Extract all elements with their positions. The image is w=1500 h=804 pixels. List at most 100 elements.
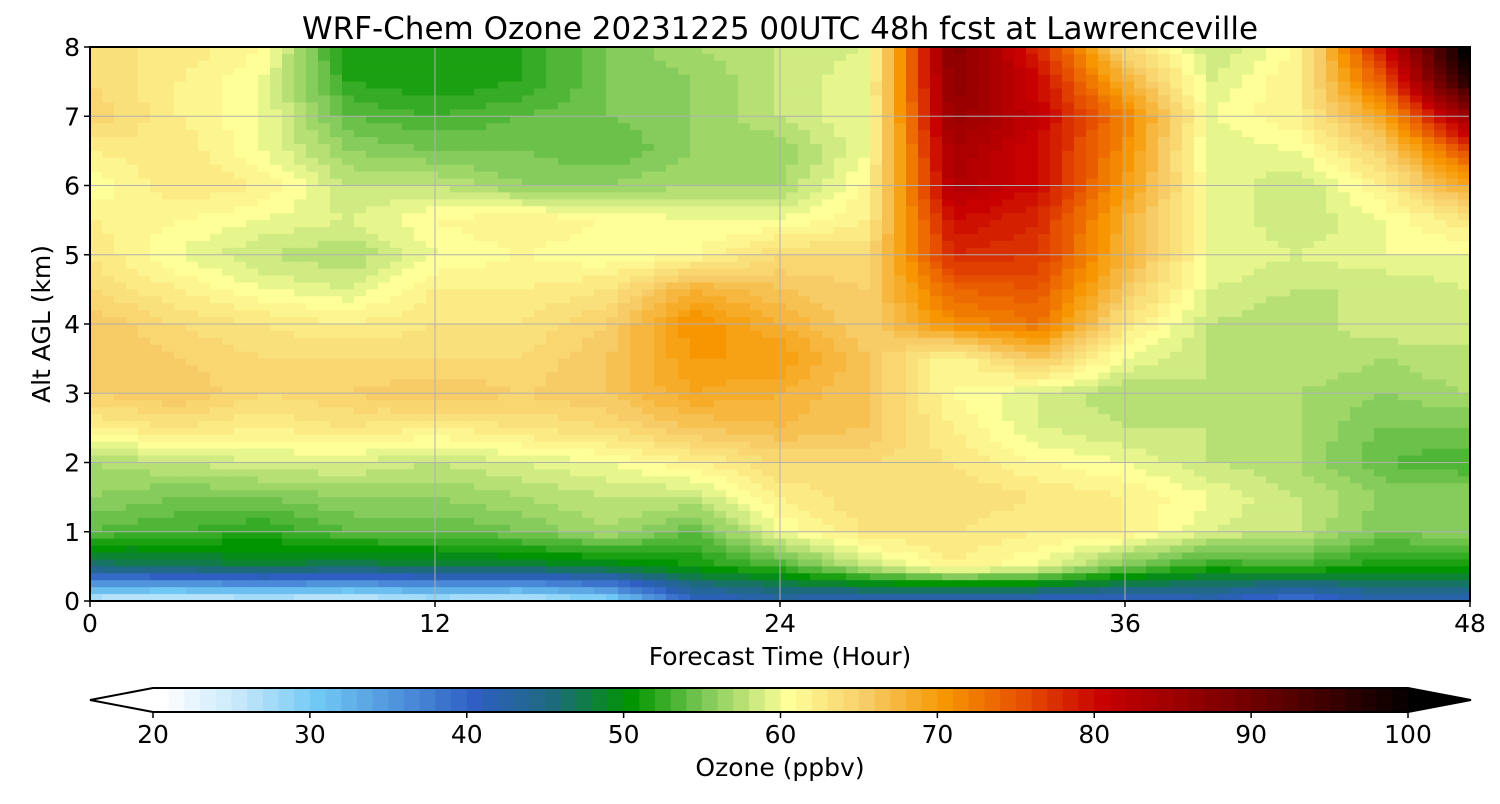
contour-cell (126, 150, 139, 159)
contour-cell (306, 81, 319, 90)
contour-cell (306, 150, 319, 159)
contour-cell (474, 60, 487, 69)
contour-cell (810, 282, 823, 290)
contour-cell (738, 296, 751, 304)
contour-cell (786, 227, 799, 235)
contour-cell (942, 199, 955, 207)
contour-cell (1302, 206, 1315, 214)
contour-cell (390, 282, 403, 290)
contour-cell (462, 53, 475, 62)
contour-cell (630, 310, 643, 318)
contour-cell (858, 261, 871, 270)
contour-cell (222, 337, 235, 346)
contour-cell (594, 289, 607, 297)
contour-cell (438, 164, 451, 173)
contour-cell (1062, 240, 1075, 249)
contour-cell (1074, 143, 1087, 152)
contour-cell (414, 95, 427, 103)
contour-cell (342, 81, 355, 90)
contour-cell (678, 81, 691, 90)
contour-cell (1194, 324, 1207, 332)
contour-cell (798, 330, 811, 339)
contour-cell (786, 102, 799, 110)
contour-cell (450, 275, 463, 284)
contour-cell (558, 109, 571, 117)
contour-cell (1398, 143, 1411, 152)
contour-cell (1098, 324, 1111, 332)
contour-cell (882, 74, 895, 83)
contour-cell (390, 178, 403, 187)
contour-cell (390, 185, 403, 194)
contour-cell (882, 53, 895, 62)
contour-cell (750, 233, 763, 242)
contour-cell (1362, 247, 1375, 256)
contour-cell (90, 317, 103, 325)
contour-cell (798, 130, 811, 138)
contour-cell (258, 109, 271, 117)
contour-cell (234, 317, 247, 325)
contour-cell (846, 171, 859, 180)
contour-cell (1170, 88, 1183, 97)
contour-cell (162, 74, 175, 83)
contour-cell (498, 123, 511, 131)
contour-cell (282, 150, 295, 159)
contour-cell (246, 88, 259, 97)
contour-cell (810, 303, 823, 311)
contour-cell (1290, 213, 1303, 221)
contour-cell (1086, 116, 1099, 124)
contour-cell (1062, 74, 1075, 83)
contour-cell (594, 164, 607, 173)
contour-cell (150, 116, 163, 124)
contour-cell (1398, 47, 1411, 55)
contour-cell (1242, 240, 1255, 249)
contour-cell (390, 227, 403, 235)
contour-cell (198, 317, 211, 325)
contour-cell (366, 178, 379, 187)
contour-cell (1386, 116, 1399, 124)
contour-cell (522, 247, 535, 256)
contour-cell (186, 81, 199, 90)
contour-cell (1302, 275, 1315, 284)
contour-cell (918, 220, 931, 228)
contour-cell (486, 192, 499, 200)
contour-cell (666, 67, 679, 76)
contour-cell (330, 240, 343, 249)
contour-cell (378, 67, 391, 76)
contour-cell (846, 227, 859, 235)
contour-cell (966, 164, 979, 173)
contour-cell (498, 296, 511, 304)
contour-cell (246, 137, 259, 145)
contour-cell (714, 268, 727, 277)
contour-cell (1446, 240, 1459, 249)
contour-cell (582, 67, 595, 76)
contour-cell (390, 344, 403, 353)
contour-cell (606, 150, 619, 159)
contour-cell (1134, 178, 1147, 187)
contour-cell (1386, 282, 1399, 290)
contour-cell (234, 324, 247, 332)
contour-cell (798, 206, 811, 214)
contour-cell (390, 330, 403, 339)
contour-cell (1290, 109, 1303, 117)
contour-cell (354, 150, 367, 159)
contour-cell (810, 275, 823, 284)
contour-cell (282, 143, 295, 152)
contour-cell (846, 157, 859, 166)
contour-cell (1254, 60, 1267, 69)
contour-cell (1218, 261, 1231, 270)
contour-cell (1098, 310, 1111, 318)
contour-cell (1110, 240, 1123, 249)
contour-cell (738, 81, 751, 90)
contour-cell (906, 303, 919, 311)
contour-cell (1074, 74, 1087, 83)
contour-cell (834, 213, 847, 221)
contour-cell (558, 164, 571, 173)
contour-cell (1398, 88, 1411, 97)
contour-cell (1446, 303, 1459, 311)
contour-cell (834, 192, 847, 200)
contour-cell (1038, 289, 1051, 297)
contour-cell (126, 137, 139, 145)
contour-cell (1326, 296, 1339, 304)
contour-cell (1002, 268, 1015, 277)
contour-cell (726, 227, 739, 235)
